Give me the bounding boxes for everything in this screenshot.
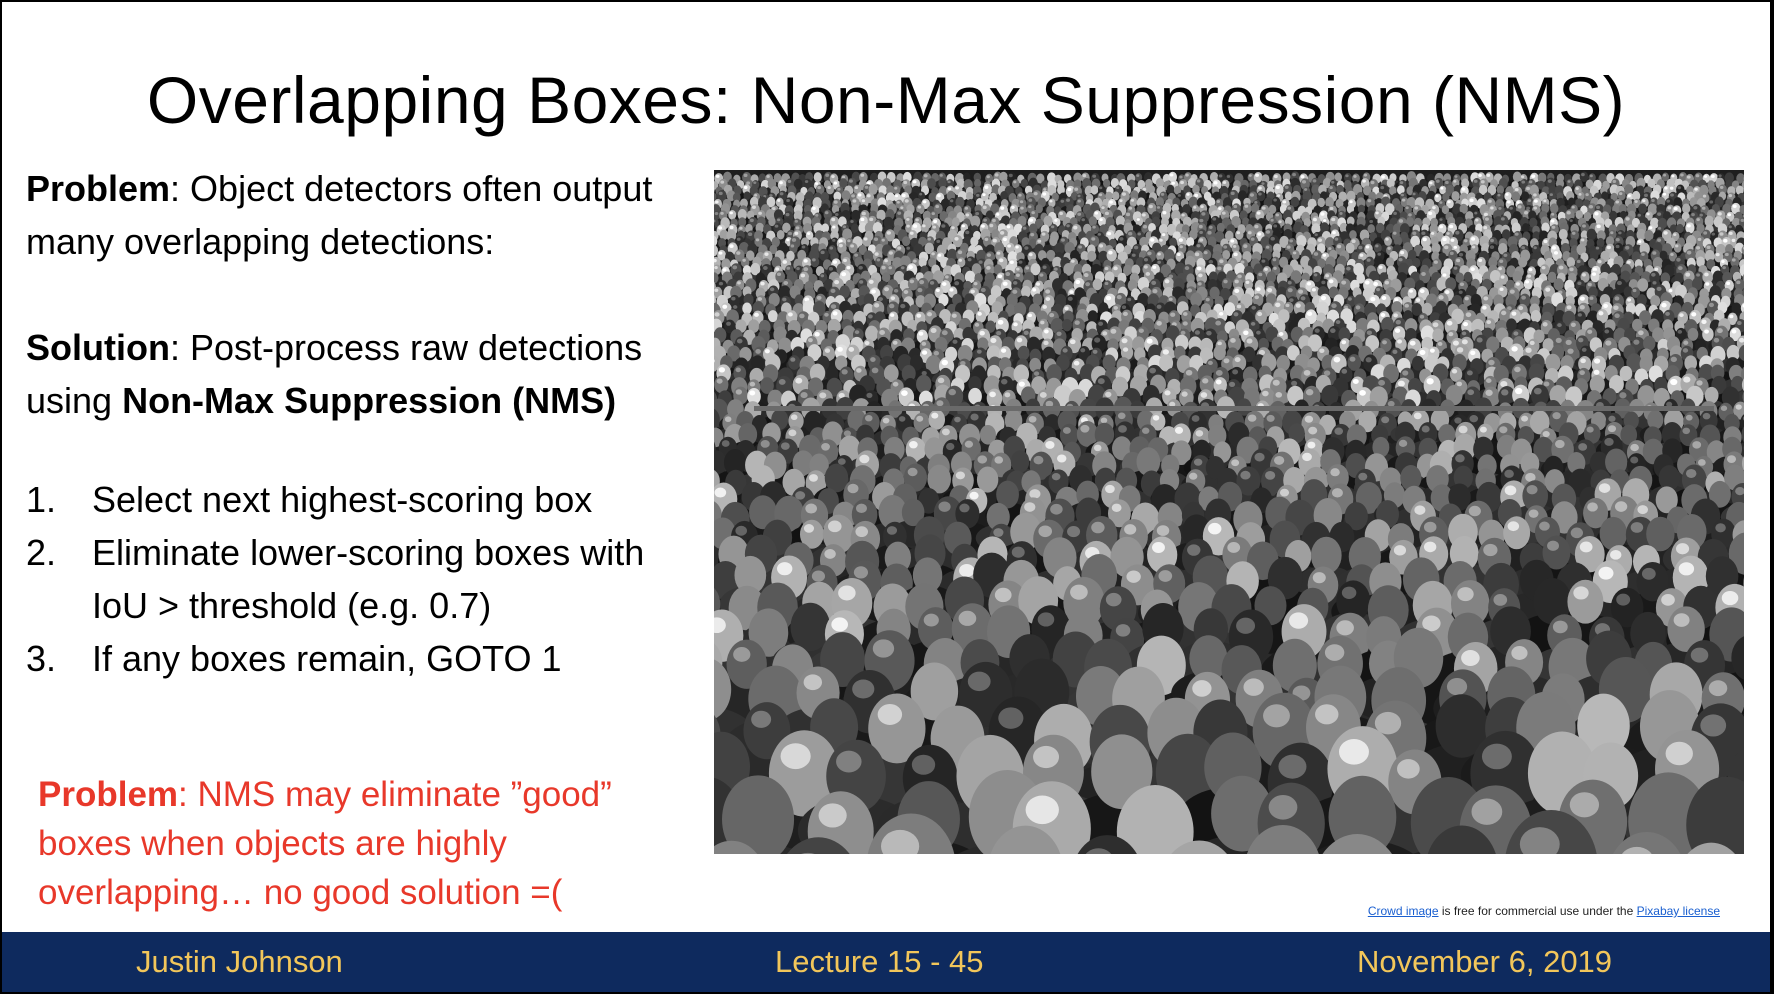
problem-2-text: : NMS may eliminate ”good” boxes when ob… — [38, 775, 612, 912]
solution-text: : Post-process raw detections using — [26, 327, 643, 421]
problem-text: : Object detectors often output many ove… — [26, 168, 653, 262]
credit-text: is free for commercial use under the — [1438, 904, 1637, 918]
step-item: 1. Select next highest-scoring box — [26, 473, 706, 526]
crowd-image-illustration — [714, 170, 1744, 854]
step-text: Select next highest-scoring box — [92, 479, 593, 520]
title-part-1: Overlapping Boxes: — [146, 63, 751, 137]
slide-footer: Justin Johnson Lecture 15 - 45 November … — [2, 932, 1770, 992]
solution-paragraph: Solution: Post-process raw detections us… — [26, 321, 706, 427]
solution-label: Solution — [26, 327, 170, 368]
step-text: If any boxes remain, GOTO 1 — [92, 638, 562, 679]
footer-date: November 6, 2019 — [1357, 944, 1613, 979]
step-number: 2. — [26, 532, 57, 573]
footer-lecture: Lecture 15 - 45 — [775, 944, 984, 979]
step-number: 3. — [26, 638, 57, 679]
step-item: 3. If any boxes remain, GOTO 1 — [26, 632, 706, 685]
nms-steps-list: 1. Select next highest-scoring box 2. Elim… — [26, 473, 706, 685]
step-number: 1. — [26, 479, 57, 520]
problem-paragraph: Problem: Object detectors often output m… — [26, 162, 706, 268]
footer-author: Justin Johnson — [136, 944, 343, 979]
nms-problem-note: Problem: NMS may eliminate ”good” boxes … — [38, 770, 678, 917]
left-column: Problem: Object detectors often output m… — [26, 162, 706, 685]
problem-2-label: Problem — [38, 775, 179, 814]
slide-title: Overlapping Boxes: Non-Max Suppression (… — [2, 62, 1770, 138]
step-item: 2. Eliminate lower-scoring boxes with IoU… — [26, 526, 706, 632]
crowd-photo — [714, 170, 1744, 854]
solution-bold-nms: Non-Max Suppression (NMS) — [122, 380, 617, 421]
problem-label: Problem — [26, 168, 171, 209]
image-credit: Crowd image is free for commercial use u… — [1368, 904, 1720, 918]
crowd-image-link[interactable]: Crowd image — [1367, 904, 1439, 918]
step-text: Eliminate lower-scoring boxes with IoU >… — [92, 532, 645, 626]
title-part-2: Non-Max Suppression (NMS) — [750, 63, 1626, 137]
pixabay-license-link[interactable]: Pixabay license — [1636, 904, 1720, 918]
